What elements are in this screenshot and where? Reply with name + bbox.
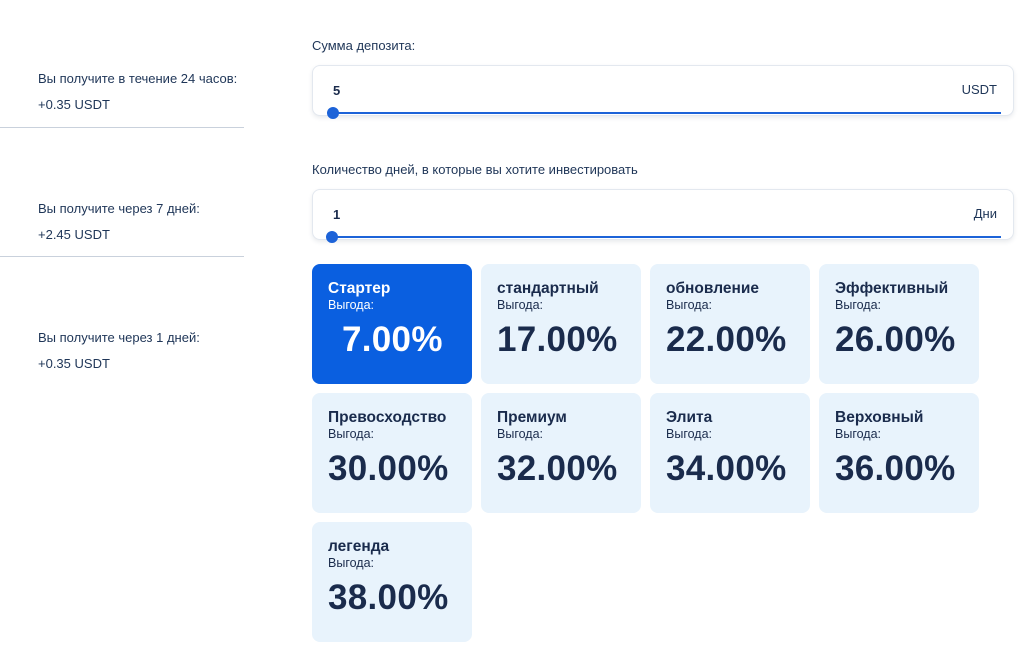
result-value: +2.45 USDT bbox=[38, 227, 110, 242]
plan-benefit-label: Выгода: bbox=[666, 298, 713, 312]
plan-percent: 17.00% bbox=[497, 320, 618, 359]
plan-card-starter[interactable]: Стартер Выгода: 7.00% bbox=[312, 264, 472, 384]
plan-card-standard[interactable]: стандартный Выгода: 17.00% bbox=[481, 264, 641, 384]
result-label: Вы получите через 1 дней: bbox=[38, 330, 200, 345]
days-label: Количество дней, в которые вы хотите инв… bbox=[312, 162, 638, 177]
plan-percent: 38.00% bbox=[328, 578, 449, 617]
deposit-value[interactable]: 5 bbox=[333, 83, 341, 98]
plan-benefit-label: Выгода: bbox=[328, 427, 375, 441]
result-label: Вы получите в течение 24 часов: bbox=[38, 71, 238, 86]
result-value: +0.35 USDT bbox=[38, 356, 110, 371]
plan-name: стандартный bbox=[497, 280, 599, 297]
days-slider-box[interactable]: 1 Дни bbox=[312, 189, 1014, 243]
plan-benefit-label: Выгода: bbox=[328, 298, 375, 312]
plan-benefit-label: Выгода: bbox=[666, 427, 713, 441]
plan-card-supreme[interactable]: Верховный Выгода: 36.00% bbox=[819, 393, 979, 513]
plan-card-effective[interactable]: Эффективный Выгода: 26.00% bbox=[819, 264, 979, 384]
days-value[interactable]: 1 bbox=[333, 207, 341, 222]
plan-percent: 34.00% bbox=[666, 449, 787, 488]
plan-percent: 7.00% bbox=[342, 320, 443, 359]
plan-benefit-label: Выгода: bbox=[835, 427, 882, 441]
result-24h: Вы получите в течение 24 часов: +0.35 US… bbox=[0, 71, 244, 128]
days-slider-track[interactable] bbox=[331, 236, 1001, 238]
days-slider-thumb[interactable] bbox=[326, 231, 338, 243]
plan-name: легенда bbox=[328, 538, 390, 555]
result-7d: Вы получите через 7 дней: +2.45 USDT bbox=[0, 201, 244, 257]
deposit-label: Сумма депозита: bbox=[312, 38, 416, 53]
deposit-unit: USDT bbox=[961, 82, 997, 97]
plan-name: Превосходство bbox=[328, 409, 447, 426]
plan-card-premium[interactable]: Премиум Выгода: 32.00% bbox=[481, 393, 641, 513]
plan-name: обновление bbox=[666, 280, 759, 297]
result-1d: Вы получите через 1 дней: +0.35 USDT bbox=[0, 330, 244, 371]
result-value: +0.35 USDT bbox=[38, 97, 110, 112]
plan-card-excellence[interactable]: Превосходство Выгода: 30.00% bbox=[312, 393, 472, 513]
plan-percent: 32.00% bbox=[497, 449, 618, 488]
plan-percent: 26.00% bbox=[835, 320, 956, 359]
deposit-slider-box[interactable]: 5 USDT bbox=[312, 65, 1014, 119]
plan-percent: 36.00% bbox=[835, 449, 956, 488]
plan-name: Стартер bbox=[328, 280, 391, 297]
plan-name: Верховный bbox=[835, 409, 924, 426]
plan-name: Премиум bbox=[497, 409, 567, 426]
plan-benefit-label: Выгода: bbox=[497, 298, 544, 312]
days-unit: Дни bbox=[973, 206, 997, 221]
result-label: Вы получите через 7 дней: bbox=[38, 201, 200, 216]
plan-benefit-label: Выгода: bbox=[835, 298, 882, 312]
plan-card-upgrade[interactable]: обновление Выгода: 22.00% bbox=[650, 264, 810, 384]
plan-percent: 30.00% bbox=[328, 449, 449, 488]
plan-name: Элита bbox=[666, 409, 713, 426]
plan-name: Эффективный bbox=[835, 280, 949, 297]
plan-benefit-label: Выгода: bbox=[328, 556, 375, 570]
deposit-slider-thumb[interactable] bbox=[327, 107, 339, 119]
plan-card-legend[interactable]: легенда Выгода: 38.00% bbox=[312, 522, 472, 642]
plan-benefit-label: Выгода: bbox=[497, 427, 544, 441]
plan-card-elite[interactable]: Элита Выгода: 34.00% bbox=[650, 393, 810, 513]
plans-grid: Стартер Выгода: 7.00% стандартный Выгода… bbox=[312, 264, 979, 642]
plan-percent: 22.00% bbox=[666, 320, 787, 359]
deposit-slider-track[interactable] bbox=[331, 112, 1001, 114]
